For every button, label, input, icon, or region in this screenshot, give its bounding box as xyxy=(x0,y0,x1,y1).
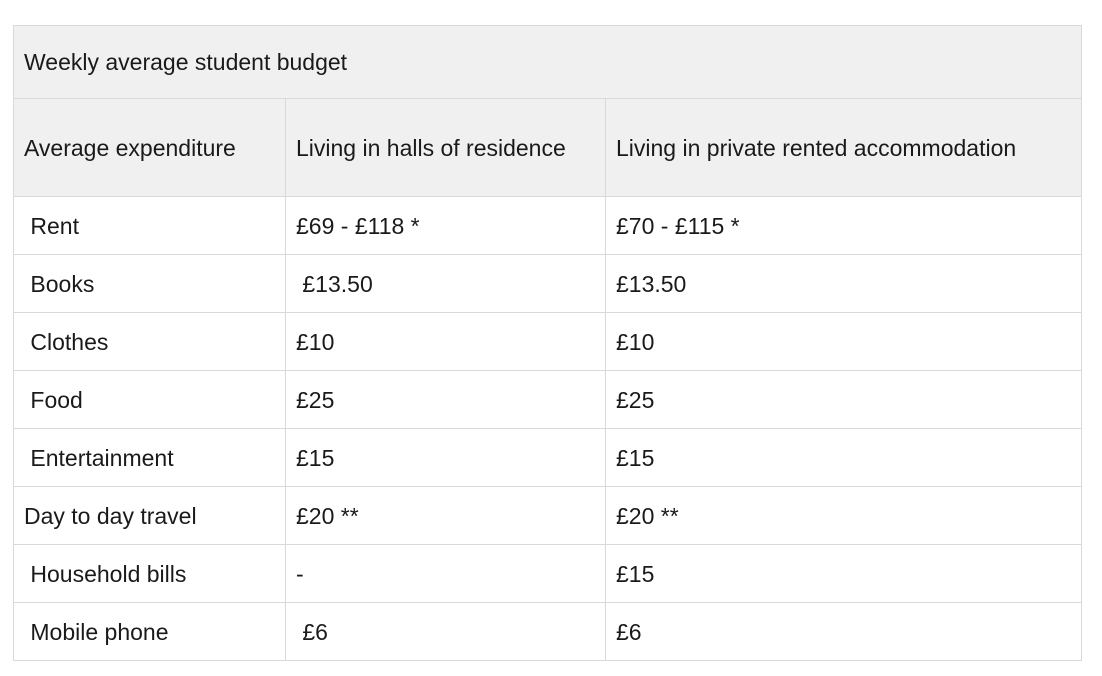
column-header-private: Living in private rented accommodation xyxy=(604,98,1083,197)
budget-table-container: Weekly average student budget Average ex… xyxy=(12,25,1083,661)
row-label: Household bills xyxy=(13,544,286,603)
row-label: Rent xyxy=(13,196,286,255)
row-label: Day to day travel xyxy=(13,486,286,545)
table-row-entertainment: Entertainment £15 £15 xyxy=(13,428,1083,487)
halls-value: £15 xyxy=(285,428,606,487)
private-value: £15 xyxy=(604,428,1083,487)
row-label: Food xyxy=(13,370,286,429)
table-row-mobile-phone: Mobile phone £6 £6 xyxy=(13,602,1083,661)
private-value: £20 ** xyxy=(604,486,1083,545)
halls-value: - xyxy=(285,544,606,603)
halls-value: £69 - £118 * xyxy=(285,196,606,255)
row-label: Entertainment xyxy=(13,428,286,487)
private-value: £6 xyxy=(604,602,1083,661)
row-label: Clothes xyxy=(13,312,286,371)
table-caption-row: Weekly average student budget xyxy=(12,25,1083,99)
column-header-expenditure: Average expenditure xyxy=(13,98,286,197)
table-row-food: Food £25 £25 xyxy=(13,370,1083,429)
halls-value: £10 xyxy=(285,312,606,371)
halls-value: £20 ** xyxy=(285,486,606,545)
halls-value: £13.50 xyxy=(285,254,606,313)
student-budget-table: Weekly average student budget Average ex… xyxy=(12,25,1083,661)
table-row-household-bills: Household bills - £15 xyxy=(13,544,1083,603)
private-value: £15 xyxy=(604,544,1083,603)
table-row-travel: Day to day travel £20 ** £20 ** xyxy=(13,486,1083,545)
table-row-rent: Rent £69 - £118 * £70 - £115 * xyxy=(13,196,1083,255)
private-value: £10 xyxy=(604,312,1083,371)
halls-value: £6 xyxy=(285,602,606,661)
row-label: Books xyxy=(13,254,286,313)
private-value: £25 xyxy=(604,370,1083,429)
row-label: Mobile phone xyxy=(13,602,286,661)
table-caption: Weekly average student budget xyxy=(12,25,1083,99)
table-row-clothes: Clothes £10 £10 xyxy=(13,312,1083,371)
private-value: £70 - £115 * xyxy=(604,196,1083,255)
private-value: £13.50 xyxy=(604,254,1083,313)
halls-value: £25 xyxy=(285,370,606,429)
column-header-halls: Living in halls of residence xyxy=(285,98,606,197)
table-row-books: Books £13.50 £13.50 xyxy=(13,254,1083,313)
table-header-row: Average expenditure Living in halls of r… xyxy=(13,98,1083,197)
